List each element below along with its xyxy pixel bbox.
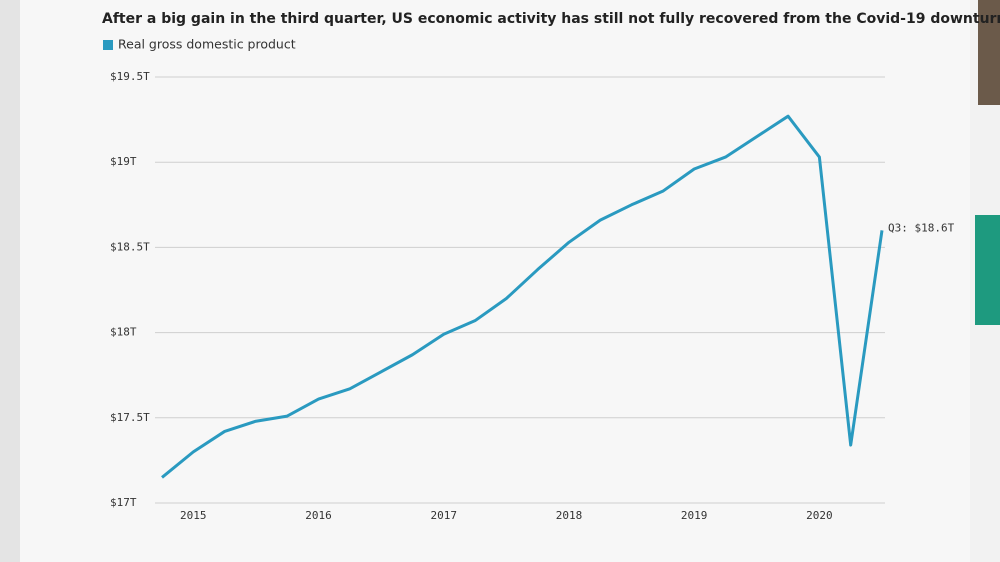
sidebar-image — [978, 0, 1000, 105]
legend-swatch — [103, 40, 113, 50]
y-tick-label: $18T — [110, 326, 137, 339]
y-tick-label: $18.5T — [110, 240, 150, 253]
chart-panel — [20, 0, 970, 562]
y-tick-label: $19.5T — [110, 70, 150, 83]
y-tick-label: $17T — [110, 496, 137, 509]
x-tick-label: 2020 — [806, 509, 833, 522]
annotation: Q3: $18.6T — [888, 221, 955, 234]
x-tick-label: 2015 — [180, 509, 207, 522]
x-tick-label: 2019 — [681, 509, 708, 522]
x-tick-label: 2018 — [556, 509, 583, 522]
y-tick-label: $17.5T — [110, 411, 150, 424]
chart-title: After a big gain in the third quarter, U… — [102, 11, 1000, 27]
line — [161, 114, 884, 479]
x-tick-label: 2017 — [430, 509, 457, 522]
y-tick-label: $19T — [110, 155, 137, 168]
x-tick-label: 2016 — [305, 509, 332, 522]
sidebar-image — [975, 215, 1000, 325]
legend-label: Real gross domestic product — [118, 37, 296, 52]
